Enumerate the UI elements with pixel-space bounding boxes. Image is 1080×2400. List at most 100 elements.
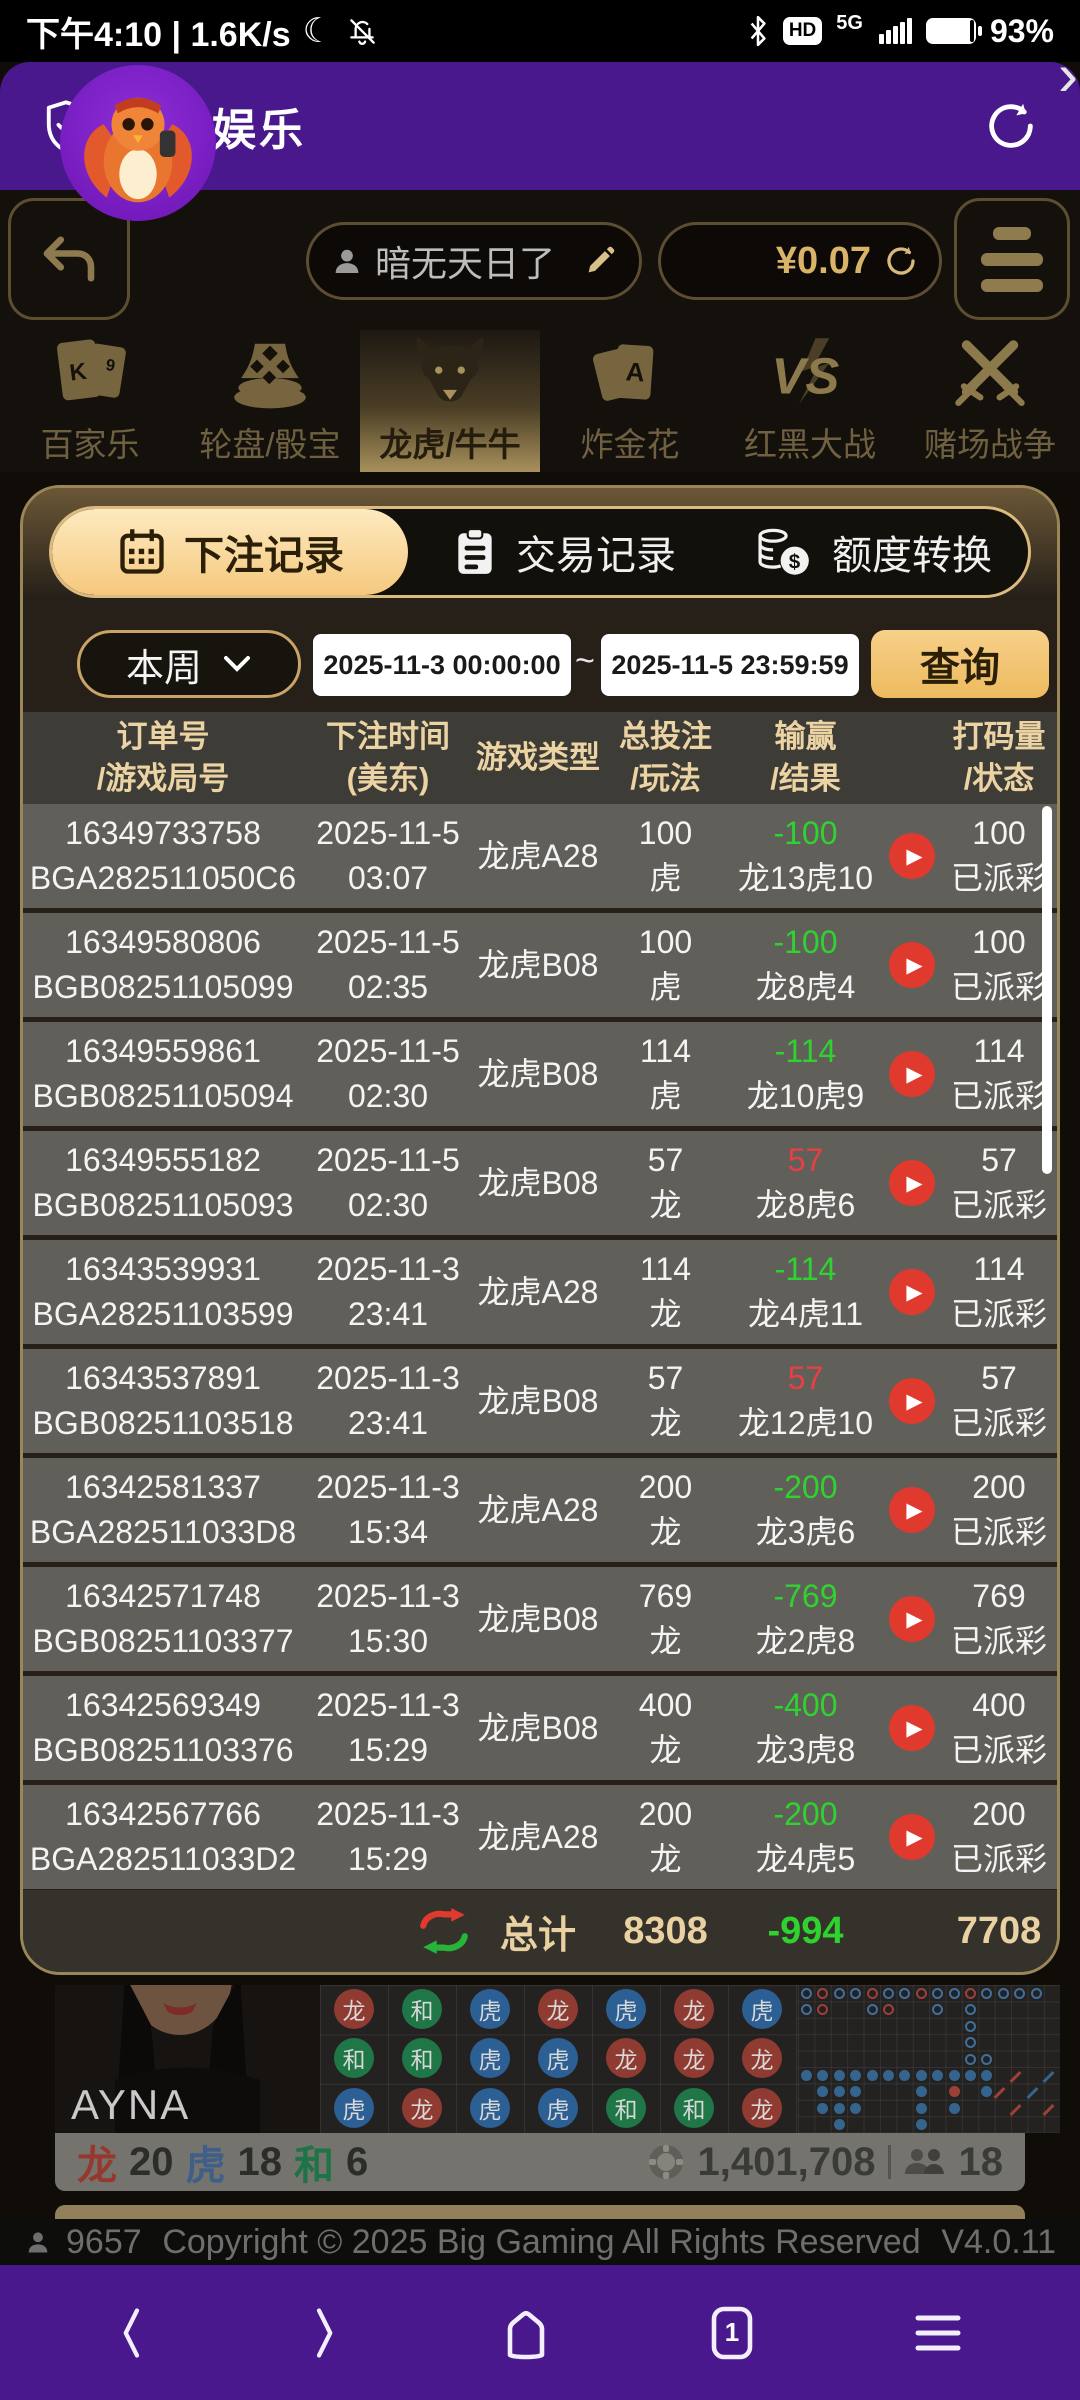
chip-icon bbox=[646, 2142, 686, 2182]
swap-arrows-icon[interactable] bbox=[417, 1908, 471, 1954]
big-road-dot: 龙 bbox=[538, 1989, 578, 2029]
play-replay-button[interactable]: ▶ bbox=[889, 1051, 935, 1097]
big-road-dot: 龙 bbox=[674, 2038, 714, 2079]
table-row[interactable]: 16342569349 BGB08251103376 2025-11-3 15:29… bbox=[23, 1676, 1057, 1780]
stats-divider bbox=[887, 2145, 891, 2179]
derived-road-token bbox=[833, 2086, 845, 2098]
cell-game-type: 龙虎A28 bbox=[477, 1818, 599, 1855]
game-tab-label: 龙虎/牛牛 bbox=[379, 426, 521, 463]
nav-forward-button[interactable] bbox=[302, 2303, 346, 2363]
play-replay-button[interactable]: ▶ bbox=[889, 1814, 935, 1860]
date-range-tilde: ~ bbox=[575, 642, 595, 680]
cell-turnover: 57 已派彩 bbox=[950, 1142, 1047, 1223]
cell-play: ▶ bbox=[883, 1596, 941, 1642]
cell-bet: 400 龙 bbox=[638, 1687, 693, 1768]
dragon-count: 20 bbox=[129, 2139, 174, 2184]
dice-icon bbox=[225, 330, 315, 418]
records-tab-3[interactable]: $ 额度转换 bbox=[718, 509, 1028, 595]
derived-road-token bbox=[801, 2004, 812, 2016]
play-replay-button[interactable]: ▶ bbox=[889, 942, 935, 988]
derived-roads-grid bbox=[798, 1985, 1060, 2133]
column-header: 打码量/状态 bbox=[952, 719, 1046, 796]
derived-road-token bbox=[965, 2070, 976, 2081]
cell-bet: 57 龙 bbox=[647, 1142, 684, 1223]
table-row[interactable]: 16349580806 BGB08251105099 2025-11-5 02:35… bbox=[23, 913, 1057, 1017]
date-to-input[interactable]: 2025-11-5 23:59:59 bbox=[601, 634, 859, 696]
nav-menu-button[interactable] bbox=[906, 2308, 970, 2358]
table-row[interactable]: 16349733758 BGA282511050C6 2025-11-5 03:07… bbox=[23, 804, 1057, 908]
derived-road-token bbox=[817, 2086, 829, 2098]
big-road-dot: 虎 bbox=[742, 1989, 782, 2029]
play-replay-button[interactable]: ▶ bbox=[889, 1378, 935, 1424]
game-tab-4[interactable]: A 炸金花 bbox=[540, 330, 720, 472]
status-bar: 下午4:10 | 1.6K/s ☾ HD 5G 93% bbox=[0, 0, 1080, 62]
table-row[interactable]: 16349555182 BGB08251105093 2025-11-5 02:30… bbox=[23, 1131, 1057, 1235]
game-tab-1[interactable]: K 9 百家乐 bbox=[0, 330, 180, 472]
cell-bet: 100 虎 bbox=[638, 815, 693, 896]
balance-field[interactable]: ¥0.07 bbox=[658, 222, 942, 300]
table-row[interactable]: 16342567766 BGA282511033D2 2025-11-3 15:29… bbox=[23, 1785, 1057, 1889]
tie-label: 和 bbox=[294, 2144, 334, 2188]
cell-play: ▶ bbox=[883, 833, 941, 879]
play-replay-button[interactable]: ▶ bbox=[889, 1705, 935, 1751]
play-replay-button[interactable]: ▶ bbox=[889, 833, 935, 879]
nav-recents-button[interactable]: 1 bbox=[706, 2301, 758, 2365]
cell-winloss: -200 龙3虎6 bbox=[755, 1469, 856, 1550]
table-row[interactable]: 16342581337 BGA282511033D8 2025-11-3 15:34… bbox=[23, 1458, 1057, 1562]
avatar[interactable] bbox=[60, 65, 216, 221]
tie-count: 6 bbox=[346, 2139, 369, 2184]
table-row[interactable]: 16342571748 BGB08251103377 2025-11-3 15:30… bbox=[23, 1567, 1057, 1671]
derived-road-token bbox=[981, 2053, 993, 2065]
big-road-dot: 和 bbox=[334, 2038, 374, 2079]
game-tab-2[interactable]: 轮盘/骰宝 bbox=[180, 330, 360, 472]
derived-road-token bbox=[1042, 2070, 1055, 2084]
records-tab-1[interactable]: 下注记录 bbox=[52, 509, 408, 595]
derived-road-token bbox=[948, 2070, 960, 2081]
derived-road-token bbox=[1009, 2103, 1022, 2116]
derived-road-token bbox=[981, 2070, 993, 2081]
lobby-menu-button[interactable] bbox=[954, 198, 1070, 320]
scrollbar-thumb[interactable] bbox=[1042, 806, 1052, 1174]
reload-button[interactable] bbox=[982, 97, 1040, 155]
balance-refresh-icon[interactable] bbox=[883, 243, 919, 279]
coins-icon: $ bbox=[754, 526, 816, 578]
derived-road-token bbox=[915, 1988, 927, 1999]
play-replay-button[interactable]: ▶ bbox=[889, 1160, 935, 1206]
play-replay-button[interactable]: ▶ bbox=[889, 1487, 935, 1533]
column-header: 总投注/玩法 bbox=[619, 719, 712, 796]
edit-pencil-icon[interactable] bbox=[583, 244, 617, 278]
username-field[interactable]: 暗无天日了 bbox=[306, 222, 642, 300]
game-tab-6[interactable]: 赌场战争 bbox=[900, 330, 1080, 472]
play-replay-button[interactable]: ▶ bbox=[889, 1596, 935, 1642]
back-button[interactable] bbox=[8, 198, 130, 320]
cell-winloss: -114 龙4虎11 bbox=[747, 1251, 864, 1332]
tiger-count: 18 bbox=[237, 2139, 283, 2184]
total-bet: 8308 bbox=[623, 1909, 708, 1952]
table-row[interactable]: 16343539931 BGA28251103599 2025-11-3 23:41… bbox=[23, 1240, 1057, 1344]
derived-road-token bbox=[833, 1988, 845, 1999]
big-road-dot: 虎 bbox=[470, 1989, 510, 2029]
big-road-dot: 和 bbox=[402, 2038, 442, 2079]
big-road-dot: 和 bbox=[402, 1989, 442, 2029]
cell-play: ▶ bbox=[883, 1160, 941, 1206]
nav-home-button[interactable] bbox=[494, 2301, 558, 2365]
derived-road-token bbox=[965, 2020, 976, 2032]
query-button[interactable]: 查询 bbox=[871, 630, 1049, 698]
nav-back-button[interactable] bbox=[110, 2303, 154, 2363]
cell-time: 2025-11-5 02:30 bbox=[316, 1142, 460, 1223]
column-header: 下注时间 (美东) bbox=[326, 719, 450, 796]
date-from-input[interactable]: 2025-11-3 00:00:00 bbox=[313, 634, 571, 696]
records-tab-2[interactable]: 交易记录 bbox=[408, 509, 718, 595]
game-tab-3[interactable]: 龙虎/牛牛 bbox=[360, 330, 540, 472]
play-replay-button[interactable]: ▶ bbox=[889, 1269, 935, 1315]
table-row[interactable]: 16343537891 BGB08251103518 2025-11-3 23:41… bbox=[23, 1349, 1057, 1453]
game-tab-5[interactable]: VS 红黑大战 bbox=[720, 330, 900, 472]
total-label: 总计 bbox=[499, 1914, 576, 1957]
derived-road-token bbox=[817, 2004, 829, 2016]
more-games-arrow[interactable]: › bbox=[1058, 41, 1078, 108]
derived-road-token bbox=[817, 1988, 829, 1999]
version-text: V4.0.11 bbox=[941, 2222, 1056, 2261]
table-row[interactable]: 16349559861 BGB08251105094 2025-11-5 02:30… bbox=[23, 1022, 1057, 1126]
period-dropdown[interactable]: 本周 bbox=[77, 630, 301, 698]
live-game-strip: AYNA 龙和虎龙虎龙虎和和虎虎龙龙龙虎龙虎虎和和龙 龙 20 虎 18 和 6 bbox=[0, 1978, 1080, 2192]
